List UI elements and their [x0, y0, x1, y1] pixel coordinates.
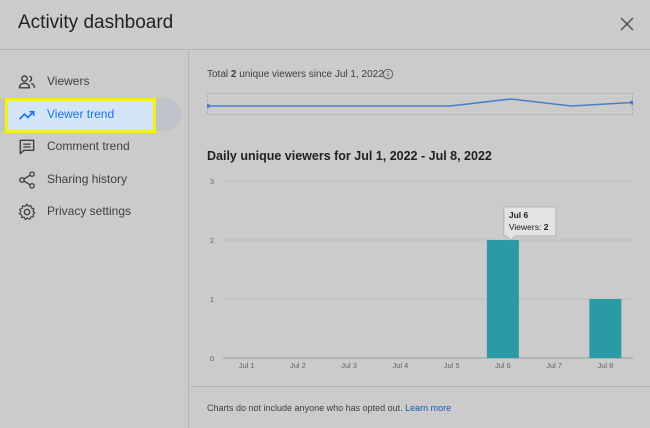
footer-divider — [190, 386, 650, 387]
sidebar-item-sharing-history[interactable]: Sharing history — [0, 163, 189, 197]
sidebar-item-label: Sharing history — [47, 172, 128, 186]
y-tick-label: 1 — [210, 295, 214, 304]
share-icon — [19, 171, 35, 189]
viewer-sparkline — [207, 93, 633, 115]
close-icon[interactable] — [616, 13, 638, 35]
sidebar-item-comment-trend[interactable]: Comment trend — [0, 130, 189, 164]
y-tick-label: 0 — [210, 354, 214, 363]
sidebar: Viewers Viewer trend Comment trend Shari… — [0, 51, 189, 428]
y-tick-label: 2 — [210, 236, 214, 245]
sparkline-frame — [207, 93, 633, 115]
main-panel: Total 2 unique viewers since Jul 1, 2022… — [190, 51, 650, 428]
tooltip-date: Jul 6 — [509, 210, 529, 220]
dialog-header: Activity dashboard — [0, 0, 650, 50]
sparkline-end-point — [630, 100, 633, 105]
sidebar-item-privacy-settings[interactable]: Privacy settings — [0, 195, 189, 229]
comment-icon — [19, 139, 35, 155]
sidebar-item-label: Comment trend — [47, 139, 130, 153]
bar-jul-8 — [589, 299, 622, 358]
people-icon — [18, 75, 36, 89]
x-tick-label: Jul 3 — [341, 361, 357, 370]
footer-note: Charts do not include anyone who has opt… — [207, 403, 452, 413]
bar-tooltip: Jul 6 Viewers: 2 — [503, 206, 557, 241]
sidebar-item-label: Viewers — [47, 74, 90, 88]
dialog-title: Activity dashboard — [18, 12, 174, 33]
x-tick-label: Jul 4 — [392, 361, 408, 370]
x-tick-label: Jul 5 — [444, 361, 460, 370]
tooltip-value: Viewers: 2 — [509, 222, 549, 232]
sidebar-item-label: Privacy settings — [47, 204, 132, 218]
viewer-summary: Total 2 unique viewers since Jul 1, 2022 — [207, 69, 384, 80]
x-tick-label: Jul 2 — [290, 361, 306, 370]
sidebar-item-viewer-trend[interactable]: Viewer trend — [0, 98, 189, 132]
x-tick-label: Jul 1 — [239, 361, 255, 370]
chart-title: Daily unique viewers for Jul 1, 2022 - J… — [207, 149, 492, 163]
sparkline-start-point — [207, 104, 210, 108]
sparkline-series — [208, 98, 633, 107]
sidebar-item-label: Viewer trend — [47, 107, 115, 121]
tooltip-box — [503, 206, 557, 241]
info-icon[interactable] — [382, 68, 394, 80]
x-tick-label: Jul 7 — [546, 361, 562, 370]
x-tick-label: Jul 6 — [495, 361, 511, 370]
learn-more-link[interactable]: Learn more — [405, 403, 452, 413]
x-tick-label: Jul 8 — [597, 361, 613, 370]
sidebar-item-viewers[interactable]: Viewers — [0, 65, 189, 99]
y-tick-label: 3 — [210, 177, 214, 186]
bar-jul-6 — [486, 240, 519, 358]
gear-icon — [18, 203, 36, 221]
daily-viewers-chart: 0 1 2 3 Jul 1 Jul 2 Jul 3 Jul 4 Jul 5 Jul 6 Jul 7 J… — [210, 177, 633, 370]
trending-up-icon — [18, 110, 35, 120]
